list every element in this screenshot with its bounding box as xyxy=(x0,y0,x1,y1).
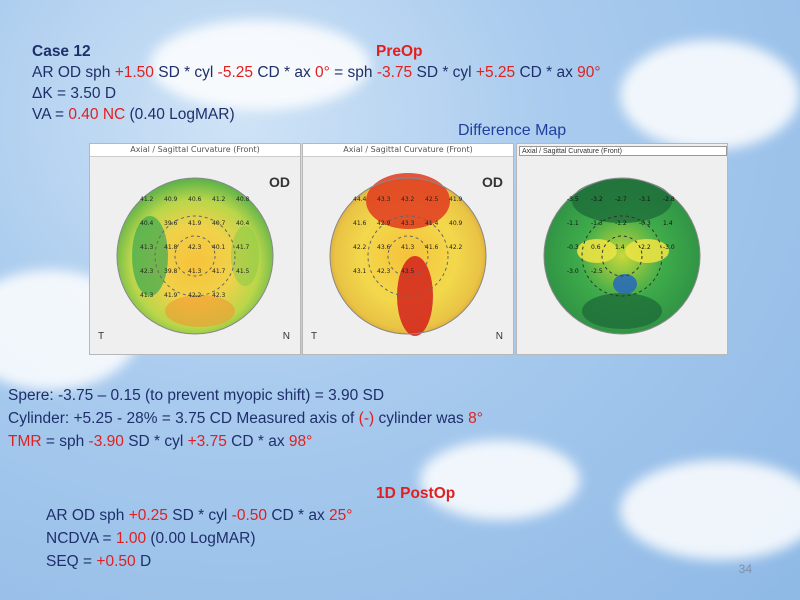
map-value: 41.3 xyxy=(188,268,202,275)
nasal-label: N xyxy=(495,331,503,342)
topography-map: 44.4 43.3 43.2 42.5 41.9 41.6 42.9 43.3 41.4 40.9… xyxy=(329,173,487,336)
map-value: 39.6 xyxy=(164,220,178,227)
map-value: 44.4 xyxy=(353,196,367,203)
map-value: 42.3 xyxy=(140,268,154,275)
map-value: 42.9 xyxy=(377,220,391,227)
nasal-label: N xyxy=(282,331,290,342)
map-type-dropdown[interactable]: Axial / Sagittal Curvature (Front) xyxy=(519,146,727,156)
page-number: 34 xyxy=(738,562,752,576)
map-value: 40.9 xyxy=(164,196,178,203)
seq: SEQ = +0.50 D xyxy=(46,553,152,570)
map-value: -1.1 xyxy=(567,220,579,227)
map-value: 41.6 xyxy=(425,244,439,251)
map-value: 43.3 xyxy=(401,220,415,227)
cloud-decoration xyxy=(420,440,580,520)
map-value: 40.8 xyxy=(236,196,250,203)
map-value: 40.4 xyxy=(236,220,250,227)
map-value: 41.9 xyxy=(164,292,178,299)
map-value: 41.6 xyxy=(353,220,367,227)
map-value: 41.7 xyxy=(212,268,226,275)
map-value: 43.3 xyxy=(377,196,391,203)
map-value: 1.4 xyxy=(615,244,625,251)
map-value: 42.2 xyxy=(449,244,463,251)
map-value: -3.5 xyxy=(567,196,579,203)
map-value: 43.6 xyxy=(377,244,391,251)
postop-label: 1D PostOp xyxy=(376,485,456,502)
tmr-line: TMR = sph -3.90 SD * cyl +3.75 CD * ax 9… xyxy=(8,433,313,450)
od-label: OD xyxy=(482,174,503,190)
map-value: 41.9 xyxy=(188,220,202,227)
od-label: OD xyxy=(269,174,290,190)
map-value: -3.1 xyxy=(639,196,651,203)
map-value: 39.8 xyxy=(164,268,178,275)
difference-map-label: Difference Map xyxy=(458,122,567,139)
map-value: -1.3 xyxy=(591,220,603,227)
map-value: 41.4 xyxy=(425,220,439,227)
map-value: 42.2 xyxy=(188,292,202,299)
map-value: -2.2 xyxy=(639,244,651,251)
cloud-decoration xyxy=(620,40,800,150)
preop-refraction: AR OD sph +1.50 SD * cyl -5.25 CD * ax 0… xyxy=(32,64,601,81)
map-value: 42.3 xyxy=(212,292,226,299)
map-value: 42.3 xyxy=(377,268,391,275)
map-value: 41.2 xyxy=(212,196,226,203)
map-value: 40.4 xyxy=(140,220,154,227)
map-value: 40.6 xyxy=(188,196,202,203)
cloud-decoration xyxy=(620,460,800,560)
map-value: 1.4 xyxy=(663,220,673,227)
map-value: 41.3 xyxy=(140,244,154,251)
map-value: 0.6 xyxy=(591,244,601,251)
panel-title: Axial / Sagittal Curvature (Front) xyxy=(303,144,513,157)
map-value: -0.3 xyxy=(639,220,651,227)
panel-title: Axial / Sagittal Curvature (Front) xyxy=(90,144,300,157)
axial-map-preop: Axial / Sagittal Curvature (Front) OD 41… xyxy=(89,143,301,355)
case-label: Case 12 xyxy=(32,43,91,60)
map-value: 41.3 xyxy=(140,292,154,299)
map-value: 41.7 xyxy=(236,244,250,251)
map-value: 42.5 xyxy=(425,196,439,203)
map-value: 41.3 xyxy=(401,244,415,251)
temporal-label: T xyxy=(98,331,105,342)
difference-topography-map: -3.5 -3.2 -2.7 -3.1 -2.8 -1.1 -1.3 -1.2 -0.3 1.4 -… xyxy=(543,177,701,335)
map-value: 43.1 xyxy=(353,268,367,275)
topography-map: 41.2 40.9 40.6 41.2 40.8 40.4 39.6 41.9 40.7 40.4… xyxy=(116,177,274,335)
preop-label: PreOp xyxy=(376,43,423,60)
map-value: 42.2 xyxy=(353,244,367,251)
map-value: 42.3 xyxy=(188,244,202,251)
cylinder-calc: Cylinder: +5.25 - 28% = 3.75 CD Measured… xyxy=(8,410,483,427)
postop-refraction: AR OD sph +0.25 SD * cyl -0.50 CD * ax 2… xyxy=(46,507,353,524)
map-value: 43.5 xyxy=(401,268,415,275)
ncdva: NCDVA = 1.00 (0.00 LogMAR) xyxy=(46,530,256,547)
map-value: -2.8 xyxy=(663,196,675,203)
map-value: 41.8 xyxy=(164,244,178,251)
visual-acuity: VA = 0.40 NC (0.40 LogMAR) xyxy=(32,106,235,123)
cloud-decoration xyxy=(150,20,370,110)
map-value: 41.2 xyxy=(140,196,154,203)
map-value: 41.9 xyxy=(449,196,463,203)
map-value: 40.9 xyxy=(449,220,463,227)
map-value: 41.5 xyxy=(236,268,250,275)
axial-map-postop: Axial / Sagittal Curvature (Front) OD 44… xyxy=(302,143,514,355)
sphere-calc: Spere: -3.75 – 0.15 (to prevent myopic s… xyxy=(8,387,385,404)
delta-k: ΔK = 3.50 D xyxy=(32,85,117,102)
map-value: -1.2 xyxy=(615,220,627,227)
map-value: -0.3 xyxy=(567,244,579,251)
temporal-label: T xyxy=(311,331,318,342)
difference-map: Axial / Sagittal Curvature (Front) -3.5-… xyxy=(516,143,728,355)
map-value: 40.7 xyxy=(212,220,226,227)
map-value: -2.5 xyxy=(591,268,603,275)
map-value: -2.7 xyxy=(615,196,627,203)
map-value: -3.0 xyxy=(663,244,675,251)
map-value: -3.2 xyxy=(591,196,603,203)
map-value: -3.0 xyxy=(567,268,579,275)
map-value: 43.2 xyxy=(401,196,415,203)
map-value: 40.1 xyxy=(212,244,226,251)
